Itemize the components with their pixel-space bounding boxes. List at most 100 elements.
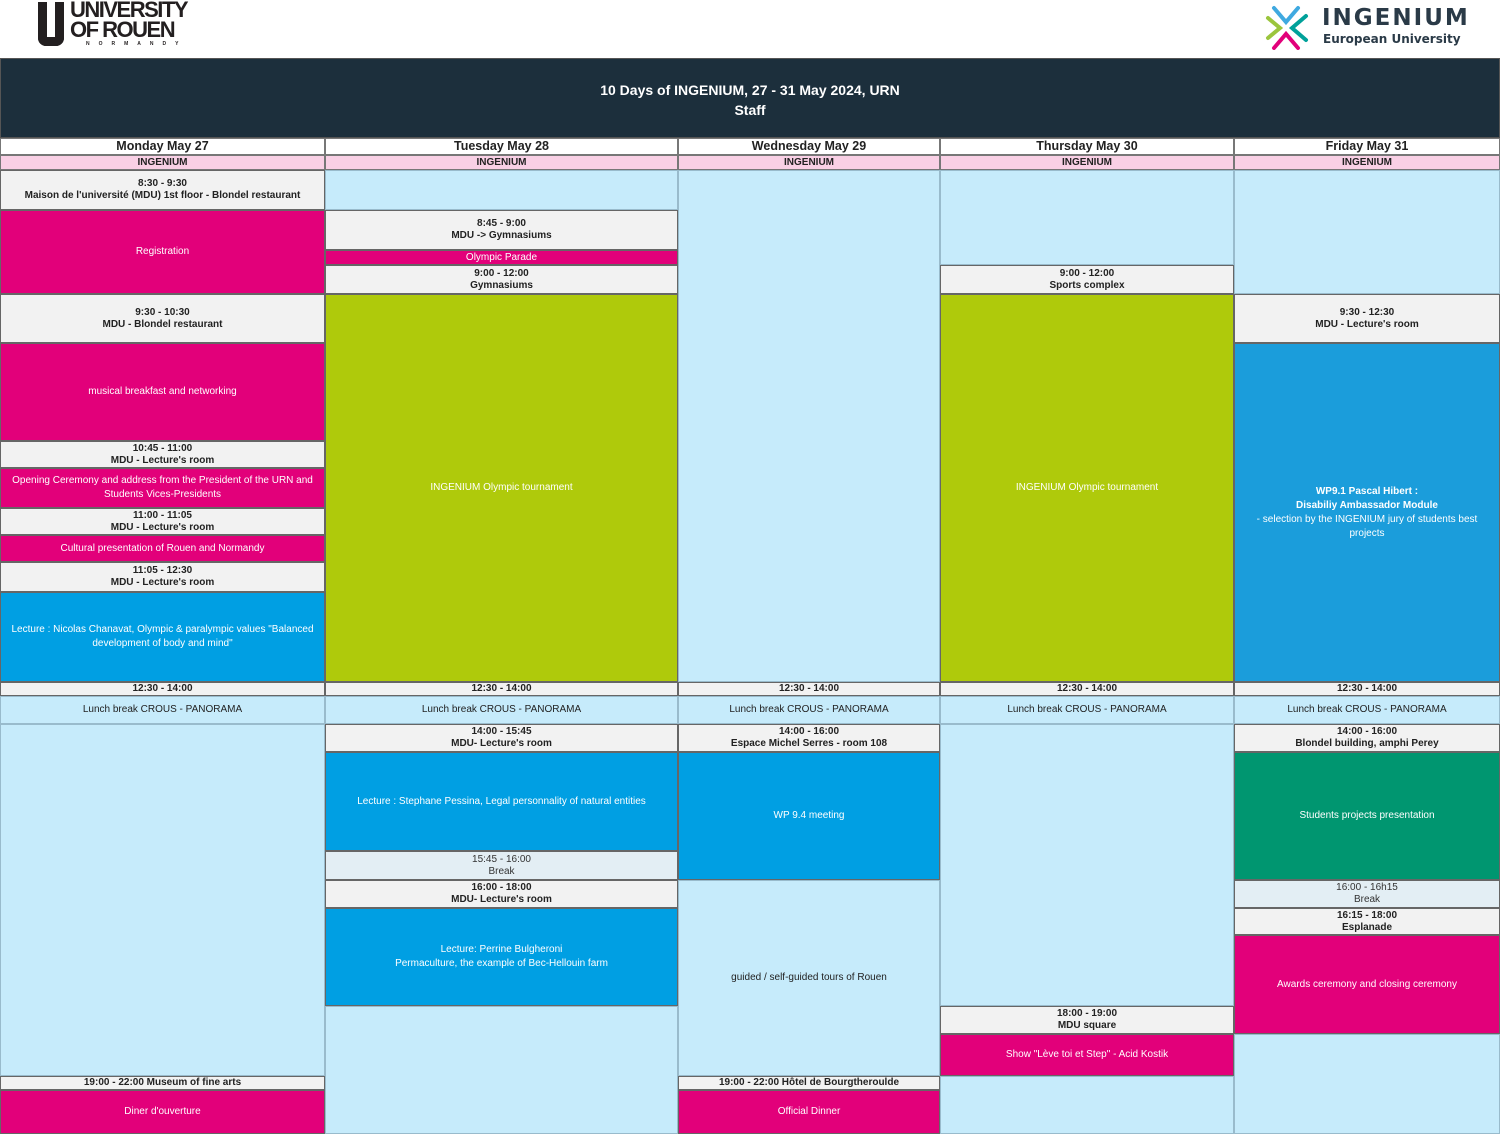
location: Sports complex <box>1049 279 1125 291</box>
event-text: Olympic Parade <box>465 251 538 263</box>
event-text: Lunch break CROUS - PANORAMA <box>1287 704 1447 715</box>
schedule-event: Lunch break CROUS - PANORAMA <box>0 696 325 724</box>
schedule-event: Diner d'ouverture <box>0 1090 325 1134</box>
location: MDU -> Gymnasiums <box>451 230 552 241</box>
event-text: Cultural presentation of Rouen and Norma… <box>60 542 265 554</box>
location: Break <box>1353 894 1381 905</box>
schedule-subtitle: Staff <box>734 102 766 118</box>
schedule-event: Show "Lève toi et Step" - Acid Kostik <box>940 1034 1234 1076</box>
schedule-event: Lecture: Perrine Bulgheroni Permaculture,… <box>325 908 678 1006</box>
time-range: 11:00 - 11:05 <box>133 509 192 521</box>
event-text: Official Dinner <box>777 1106 841 1117</box>
university-of-rouen-logo: UNIVERSITY OF ROUEN NORMANDY <box>38 0 189 48</box>
time-slot: 8:30 - 9:30 Maison de l'université (MDU) … <box>0 170 325 210</box>
time-slot: 14:00 - 16:00 Espace Michel Serres - room… <box>678 724 940 752</box>
event-text: WP 9.4 meeting <box>773 810 845 821</box>
event-text: Lunch break CROUS - PANORAMA <box>729 704 889 715</box>
time-slot: 12:30 - 14:00 <box>1234 682 1500 696</box>
schedule-banner: 10 Days of INGENIUM, 27 - 31 May 2024, U… <box>0 58 1500 138</box>
time-slot: 11:05 - 12:30 MDU - Lecture's room <box>0 562 325 592</box>
event-text: Lecture : Stephane Pessina, Legal person… <box>357 795 646 807</box>
schedule-event: Opening Ceremony and address from the Pr… <box>0 468 325 508</box>
time-range: 16:00 - 16h15 <box>1336 882 1398 893</box>
ingenium-logo-subtitle: European University <box>1323 32 1461 46</box>
location: Espace Michel Serres - room 108 <box>730 738 888 749</box>
event-text: - selection by the INGENIUM jury of stud… <box>1256 513 1478 539</box>
location: MDU- Lecture's room <box>451 738 552 749</box>
schedule-event: guided / self-guided tours of Rouen <box>678 880 940 1076</box>
day-header-friday: Friday May 31 <box>1234 138 1500 155</box>
event-text: Awards ceremony and closing ceremony <box>1277 978 1457 990</box>
event-text: Lunch break CROUS - PANORAMA <box>82 704 243 715</box>
time-range: 9:30 - 12:30 <box>1339 306 1395 318</box>
time-slot: 9:30 - 12:30 MDU - Lecture's room <box>1234 294 1500 343</box>
top-logo-bar: UNIVERSITY OF ROUEN NORMANDY INGENIUM Eu… <box>0 0 1500 58</box>
schedule-event: Registration <box>0 210 325 294</box>
event-text: Lunch break CROUS - PANORAMA <box>1007 704 1167 715</box>
ingenium-logo-mark <box>1266 6 1308 50</box>
time-range: 18:00 - 19:00 <box>1056 1008 1118 1019</box>
schedule-event: Lunch break CROUS - PANORAMA <box>325 696 678 724</box>
schedule-event: INGENIUM Olympic tournament <box>325 294 678 682</box>
day-tag-wednesday: INGENIUM <box>678 155 940 170</box>
schedule-event: Cultural presentation of Rouen and Norma… <box>0 535 325 562</box>
logo-u-mark <box>38 2 64 46</box>
event-text: guided / self-guided tours of Rouen <box>731 972 887 983</box>
time-slot: 14:00 - 16:00 Blondel building, amphi Per… <box>1234 724 1500 752</box>
time-range: 19:00 - 22:00 Hôtel de Bourgtheroulde <box>718 1077 900 1088</box>
day-header-monday: Monday May 27 <box>0 138 325 155</box>
day-header-wednesday: Wednesday May 29 <box>678 138 940 155</box>
location: Gymnasiums <box>470 279 533 291</box>
schedule-event: Awards ceremony and closing ceremony <box>1234 935 1500 1034</box>
location: MDU - Lecture's room <box>1315 318 1419 330</box>
location: Blondel building, amphi Perey <box>1295 738 1439 749</box>
event-text: Students projects presentation <box>1299 810 1435 821</box>
schedule-title: 10 Days of INGENIUM, 27 - 31 May 2024, U… <box>600 82 900 98</box>
day-tag-monday: INGENIUM <box>0 155 325 170</box>
day-tag-tuesday: INGENIUM <box>325 155 678 170</box>
schedule-event: Olympic Parade <box>325 250 678 265</box>
time-range: 14:00 - 16:00 <box>778 726 840 737</box>
schedule-event: Lecture : Nicolas Chanavat, Olympic & pa… <box>0 592 325 682</box>
free-slot <box>325 1006 678 1134</box>
event-text: Permaculture, the example of Bec-Helloui… <box>395 958 608 969</box>
time-slot: 9:00 - 12:00 Gymnasiums <box>325 265 678 294</box>
time-slot: 18:00 - 19:00 MDU square <box>940 1006 1234 1034</box>
time-slot: 14:00 - 15:45 MDU- Lecture's room <box>325 724 678 752</box>
time-range: 9:30 - 10:30 <box>135 306 190 318</box>
time-slot: 16:00 - 16h15 Break <box>1234 880 1500 908</box>
time-range: 12:30 - 14:00 <box>1336 683 1398 694</box>
schedule-event: Lunch break CROUS - PANORAMA <box>1234 696 1500 724</box>
event-text: WP9.1 Pascal Hibert : <box>1315 485 1419 497</box>
time-slot: 12:30 - 14:00 <box>940 682 1234 696</box>
free-slot <box>325 170 678 210</box>
location: MDU square <box>1057 1020 1117 1031</box>
time-range: 14:00 - 16:00 <box>1336 726 1398 737</box>
free-slot <box>1234 170 1500 294</box>
location: Break <box>488 865 515 877</box>
free-slot <box>940 724 1234 1006</box>
time-slot: 11:00 - 11:05 MDU - Lecture's room <box>0 508 325 535</box>
free-slot <box>940 1076 1234 1134</box>
free-slot <box>1234 1034 1500 1134</box>
event-text: Registration <box>135 246 190 257</box>
schedule-event: musical breakfast and networking <box>0 343 325 441</box>
day-tag-friday: INGENIUM <box>1234 155 1500 170</box>
location: Esplanade <box>1341 921 1393 933</box>
time-range: 9:00 - 12:00 <box>474 267 529 279</box>
time-slot: 12:30 - 14:00 <box>0 682 325 696</box>
schedule-event: INGENIUM Olympic tournament <box>940 294 1234 682</box>
ingenium-logo-title: INGENIUM <box>1322 5 1470 31</box>
time-range: 11:05 - 12:30 <box>132 565 193 576</box>
time-range: 10:45 - 11:00 <box>132 442 193 454</box>
location: MDU - Blondel restaurant <box>102 318 223 330</box>
logo-text-line-1: UNIVERSITY <box>70 0 189 22</box>
location: MDU - Lecture's room <box>110 454 215 466</box>
location: Maison de l'université (MDU) 1st floor -… <box>24 190 301 201</box>
time-slot: 19:00 - 22:00 Hôtel de Bourgtheroulde <box>678 1076 940 1090</box>
time-slot: 16:15 - 18:00 Esplanade <box>1234 908 1500 935</box>
time-slot: 16:00 - 18:00 MDU- Lecture's room <box>325 880 678 908</box>
free-slot <box>0 724 325 1076</box>
event-text: INGENIUM Olympic tournament <box>430 482 573 493</box>
time-range: 8:45 - 9:00 <box>477 218 526 229</box>
